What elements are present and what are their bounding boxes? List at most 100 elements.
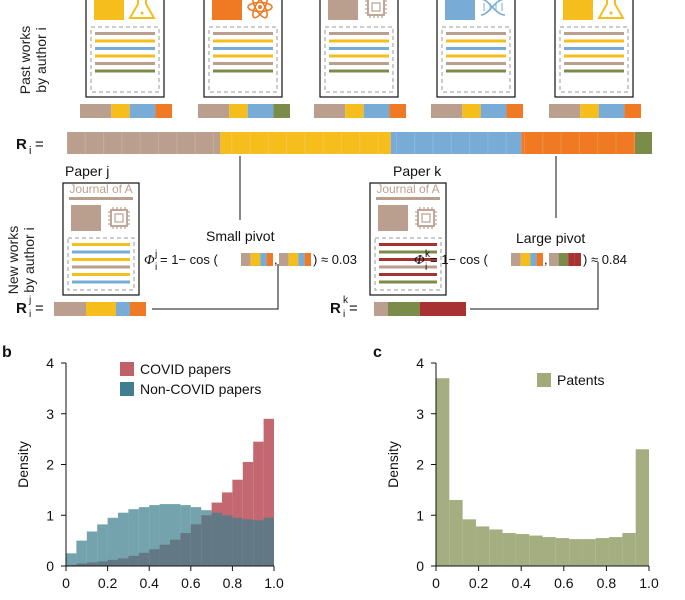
hist-bar bbox=[489, 529, 503, 566]
text-line bbox=[213, 62, 273, 65]
dna-strand bbox=[480, 0, 505, 16]
past-profile-segment bbox=[549, 104, 581, 118]
text-line bbox=[564, 32, 624, 35]
chip-core bbox=[371, 2, 381, 12]
hist-bar bbox=[502, 533, 516, 566]
hist-bar bbox=[436, 378, 450, 566]
rij-segment bbox=[116, 302, 130, 316]
ri-segment bbox=[521, 132, 635, 154]
formula-bar-segment bbox=[568, 253, 575, 266]
phi-symbol: Φ bbox=[414, 253, 425, 268]
past-profile-segment bbox=[155, 104, 172, 118]
x-tick-label: 0 bbox=[432, 575, 440, 591]
rij-sup: j bbox=[28, 295, 31, 306]
formula-end: ) ≈ 0.03 bbox=[313, 252, 357, 267]
ri-segment bbox=[390, 132, 522, 154]
past-document: Journal of C bbox=[436, 0, 516, 98]
hist-bar bbox=[515, 534, 530, 566]
formula-bar-segment bbox=[549, 253, 559, 266]
hist-bar bbox=[242, 461, 254, 566]
phi-sup: k bbox=[425, 249, 431, 260]
hist-bar bbox=[128, 509, 139, 566]
large-pivot-label: Large pivot bbox=[516, 230, 585, 246]
text-line bbox=[564, 39, 624, 43]
hist-bar bbox=[582, 539, 596, 566]
x-tick-label: 0.6 bbox=[554, 575, 574, 591]
journal-title: Journal of A bbox=[376, 182, 439, 196]
hist-bar bbox=[609, 537, 623, 566]
text-line bbox=[213, 32, 273, 35]
y-tick-label: 3 bbox=[416, 406, 424, 422]
text-box bbox=[67, 237, 135, 291]
past-profile-segment bbox=[247, 104, 274, 118]
text-box bbox=[90, 26, 160, 93]
x-tick-label: 1.0 bbox=[264, 575, 284, 591]
text-line bbox=[72, 280, 130, 284]
flask-icon bbox=[128, 0, 156, 19]
figure-block bbox=[212, 0, 242, 20]
chip-icon bbox=[110, 209, 128, 227]
text-line bbox=[329, 62, 389, 65]
atom-nucleus bbox=[258, 5, 262, 9]
formula-bar-segment bbox=[530, 253, 537, 266]
rij-segment bbox=[54, 302, 86, 316]
text-line bbox=[446, 32, 506, 35]
formula-bar-segment bbox=[298, 253, 305, 266]
hist-bar bbox=[222, 515, 233, 566]
formula-bar-segment bbox=[288, 253, 299, 266]
text-line bbox=[446, 69, 506, 73]
phi-sub: i bbox=[425, 262, 427, 273]
rik-segment bbox=[374, 302, 388, 316]
paper-k-label: Paper k bbox=[393, 163, 442, 179]
text-line bbox=[72, 265, 130, 269]
figure-block bbox=[445, 0, 475, 20]
hist-bar bbox=[253, 520, 264, 566]
past-profile-segment bbox=[198, 104, 230, 118]
text-line bbox=[72, 243, 130, 246]
text-line bbox=[379, 243, 437, 246]
hist-bar bbox=[76, 540, 87, 566]
hist-bar bbox=[159, 504, 170, 566]
ri-eq: = bbox=[35, 136, 44, 153]
legend-label: Non-COVID papers bbox=[140, 381, 261, 397]
y-tick-label: 4 bbox=[416, 355, 424, 371]
legend-swatch bbox=[537, 373, 551, 387]
hist-bar bbox=[622, 533, 636, 566]
journal-title: Journal of A bbox=[69, 182, 132, 196]
hist-bar bbox=[555, 538, 570, 566]
hist-bar bbox=[97, 524, 108, 566]
past-profile-segment bbox=[273, 104, 290, 118]
phi-symbol: Φ bbox=[144, 253, 155, 268]
x-tick-label: 0.6 bbox=[181, 575, 201, 591]
text-line bbox=[213, 39, 273, 43]
legend-label: Patents bbox=[557, 372, 604, 388]
formula-comma: , bbox=[544, 252, 548, 267]
hist-bar bbox=[569, 539, 583, 566]
past-document: Journal of A bbox=[319, 0, 399, 98]
y-tick-label: 0 bbox=[46, 558, 54, 574]
text-box bbox=[208, 26, 278, 93]
text-line bbox=[95, 54, 155, 58]
past-document: Journal of D bbox=[554, 0, 634, 98]
histogram-b: b 0 0.2 0.4 0.6 0.8 1.0 0 1 2 3 4 Density COVID paper… bbox=[2, 344, 284, 591]
hist-bar bbox=[180, 505, 191, 566]
new-label-line2: by author i bbox=[21, 227, 37, 292]
text-line bbox=[95, 47, 155, 50]
formula-mid: = 1− cos ( bbox=[160, 252, 218, 267]
y-tick-label: 1 bbox=[416, 507, 424, 523]
text-line bbox=[329, 54, 389, 58]
histogram-c: c 0 0.2 0.4 0.6 0.8 1.0 0 1 2 3 4 Density Patents bbox=[373, 344, 659, 591]
text-box bbox=[441, 26, 511, 93]
text-line bbox=[329, 69, 389, 73]
document-frame bbox=[62, 182, 140, 296]
rik-segment bbox=[388, 302, 420, 316]
text-line bbox=[379, 273, 437, 276]
panel-letter: b bbox=[2, 344, 12, 361]
y-axis-label: Density bbox=[385, 441, 401, 488]
y-axis-label: Density bbox=[15, 441, 31, 488]
ri-segment bbox=[67, 132, 221, 154]
atom-orbit bbox=[252, 0, 268, 19]
y-tick-label: 3 bbox=[46, 406, 54, 422]
text-line bbox=[72, 258, 130, 261]
text-line bbox=[379, 250, 437, 254]
